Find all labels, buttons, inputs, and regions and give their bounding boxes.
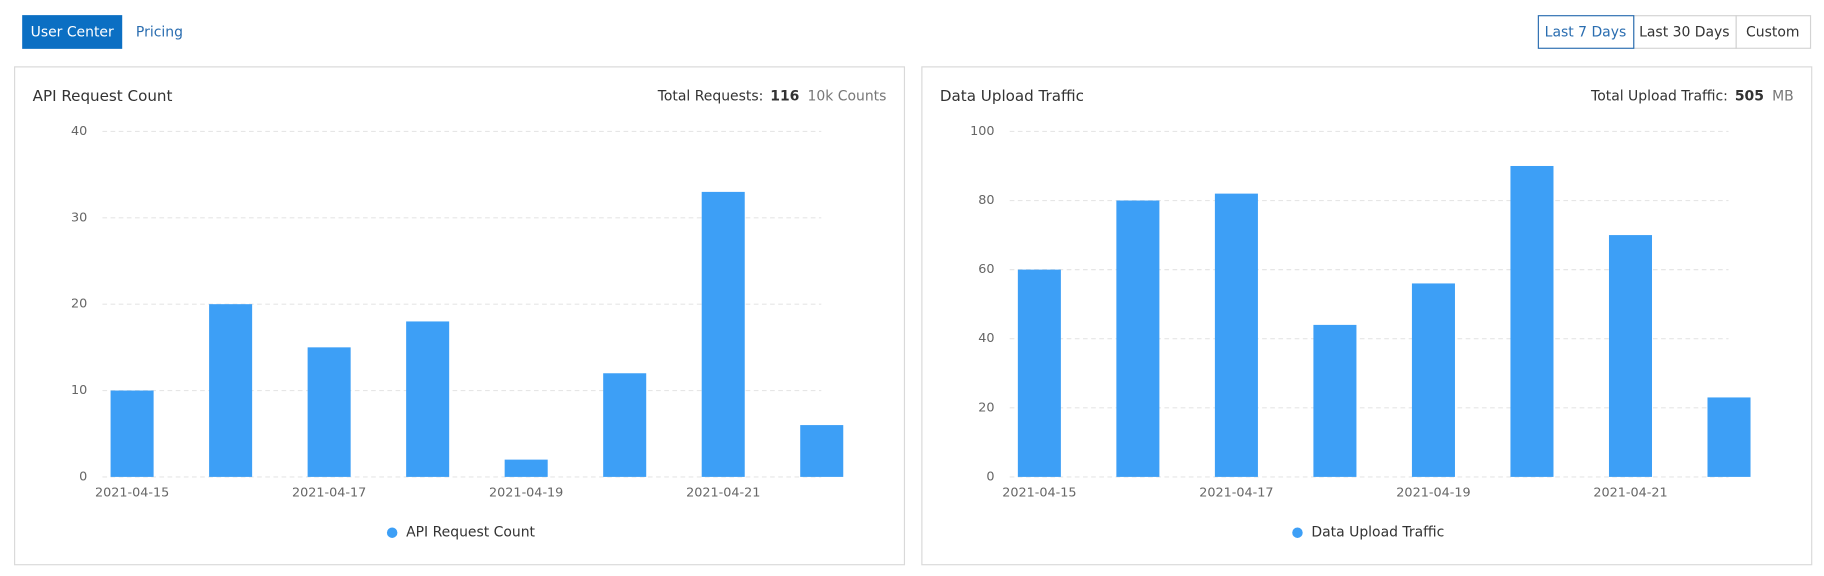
bar — [1411, 283, 1455, 477]
panel: API Request Count Total Requests: 116 10k C… — [14, 66, 906, 566]
x-tick-label: 2021-04-17 — [1199, 486, 1273, 501]
legend-label: Data Upload Traffic — [1311, 525, 1444, 541]
bar — [406, 321, 450, 477]
panel-title: API Request Count — [33, 87, 173, 105]
x-tick-label: 2021-04-15 — [1002, 486, 1076, 501]
legend-swatch — [386, 527, 398, 538]
y-tick-label: 40 — [71, 124, 87, 139]
bar — [1707, 397, 1751, 477]
bar — [504, 459, 548, 477]
bar — [1116, 200, 1160, 477]
summary-unit: 10k Counts — [808, 89, 887, 105]
bar — [800, 425, 844, 477]
y-tick-label: 10 — [71, 383, 87, 398]
summary-value: 505 — [1735, 89, 1764, 105]
y-tick-label: 40 — [978, 331, 994, 346]
y-tick-label: 20 — [978, 400, 994, 415]
summary-unit: MB — [1772, 89, 1794, 105]
bar — [307, 347, 351, 477]
x-tick-label: 2021-04-15 — [95, 486, 169, 501]
range-button-label[interactable]: Custom — [1746, 25, 1799, 41]
x-tick-label: 2021-04-19 — [1396, 486, 1470, 501]
y-tick-label: 0 — [79, 469, 87, 484]
summary: Total Requests: 116 10k Counts — [657, 89, 887, 105]
summary-label: Total Requests: — [657, 89, 764, 105]
panel-border — [921, 66, 1813, 566]
bar — [1608, 235, 1653, 477]
summary: Total Upload Traffic: 505 MB — [1590, 89, 1794, 105]
y-tick-label: 80 — [978, 193, 994, 208]
summary-label: Total Upload Traffic: — [1590, 89, 1728, 105]
bar — [110, 390, 154, 477]
legend-label: API Request Count — [406, 525, 535, 541]
y-tick-label: 0 — [986, 469, 994, 484]
panel-border — [14, 66, 906, 566]
bar — [209, 304, 253, 477]
panel-title: Data Upload Traffic — [940, 87, 1084, 105]
x-tick-label: 2021-04-21 — [1593, 486, 1667, 501]
range-button-label[interactable]: Last 7 Days — [1545, 25, 1627, 41]
summary-value: 116 — [770, 89, 799, 105]
panel: Data Upload Traffic Total Upload Traffic:… — [921, 66, 1813, 566]
bar — [1313, 324, 1357, 477]
tab-active-bg[interactable] — [22, 15, 123, 49]
bar — [701, 191, 745, 477]
x-tick-label: 2021-04-19 — [489, 486, 563, 501]
legend-item: Data Upload Traffic — [1292, 525, 1444, 541]
range-button[interactable] — [1633, 15, 1737, 49]
x-tick-label: 2021-04-21 — [686, 486, 760, 501]
x-tick-label: 2021-04-17 — [292, 486, 366, 501]
range-button[interactable] — [1735, 15, 1812, 49]
y-tick-label: 30 — [71, 210, 87, 225]
y-tick-label: 100 — [970, 124, 994, 139]
legend-swatch — [1292, 527, 1303, 538]
tab[interactable]: Pricing — [136, 25, 183, 41]
bar — [1214, 193, 1258, 477]
tab[interactable]: User Center — [31, 25, 114, 41]
bar — [1510, 165, 1554, 477]
y-tick-label: 60 — [978, 262, 994, 277]
bar — [1017, 269, 1061, 477]
range-button-active[interactable] — [1537, 15, 1635, 49]
y-tick-label: 20 — [71, 297, 87, 312]
legend-item: API Request Count — [386, 525, 536, 541]
bar — [603, 373, 647, 477]
range-button-label[interactable]: Last 30 Days — [1639, 25, 1729, 41]
